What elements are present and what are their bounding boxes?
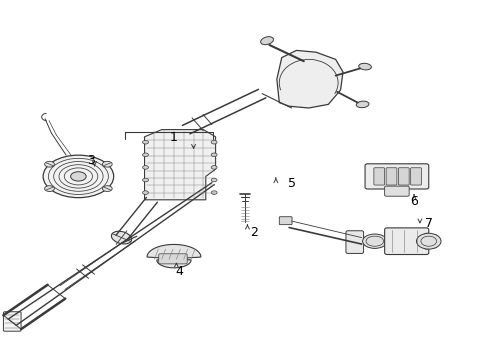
Ellipse shape (43, 155, 114, 198)
FancyBboxPatch shape (3, 312, 21, 331)
Polygon shape (277, 50, 343, 108)
Text: 5: 5 (288, 177, 295, 190)
FancyBboxPatch shape (385, 186, 409, 196)
Ellipse shape (418, 237, 424, 240)
Ellipse shape (143, 166, 148, 169)
FancyBboxPatch shape (411, 168, 421, 185)
FancyBboxPatch shape (365, 164, 429, 189)
Ellipse shape (431, 234, 437, 238)
FancyBboxPatch shape (386, 168, 397, 185)
Ellipse shape (418, 242, 424, 246)
Ellipse shape (211, 153, 217, 157)
Ellipse shape (424, 233, 430, 237)
Ellipse shape (211, 191, 217, 194)
Ellipse shape (143, 191, 148, 194)
Text: 4: 4 (175, 265, 183, 278)
Ellipse shape (102, 161, 112, 167)
Text: 2: 2 (250, 226, 258, 239)
Ellipse shape (211, 166, 217, 169)
Ellipse shape (211, 178, 217, 182)
Ellipse shape (261, 37, 273, 45)
Ellipse shape (356, 101, 369, 108)
Text: 7: 7 (425, 217, 433, 230)
Ellipse shape (431, 244, 437, 248)
FancyBboxPatch shape (385, 228, 429, 255)
Text: 3: 3 (87, 154, 95, 167)
Text: 6: 6 (410, 195, 418, 208)
Ellipse shape (424, 246, 430, 249)
Ellipse shape (71, 172, 86, 181)
FancyBboxPatch shape (159, 254, 187, 264)
Ellipse shape (211, 140, 217, 144)
Ellipse shape (435, 239, 441, 243)
FancyBboxPatch shape (346, 231, 364, 253)
Ellipse shape (143, 153, 148, 157)
Ellipse shape (143, 140, 148, 144)
Ellipse shape (363, 234, 387, 248)
FancyBboxPatch shape (398, 168, 409, 185)
Ellipse shape (359, 63, 371, 70)
FancyBboxPatch shape (279, 217, 292, 225)
Ellipse shape (143, 178, 148, 182)
Ellipse shape (45, 186, 54, 192)
Ellipse shape (102, 186, 112, 192)
Ellipse shape (111, 231, 132, 244)
Polygon shape (147, 244, 201, 268)
Ellipse shape (45, 161, 54, 167)
Polygon shape (145, 130, 216, 200)
FancyBboxPatch shape (374, 168, 385, 185)
Text: 1: 1 (170, 131, 178, 144)
Ellipse shape (416, 233, 441, 249)
